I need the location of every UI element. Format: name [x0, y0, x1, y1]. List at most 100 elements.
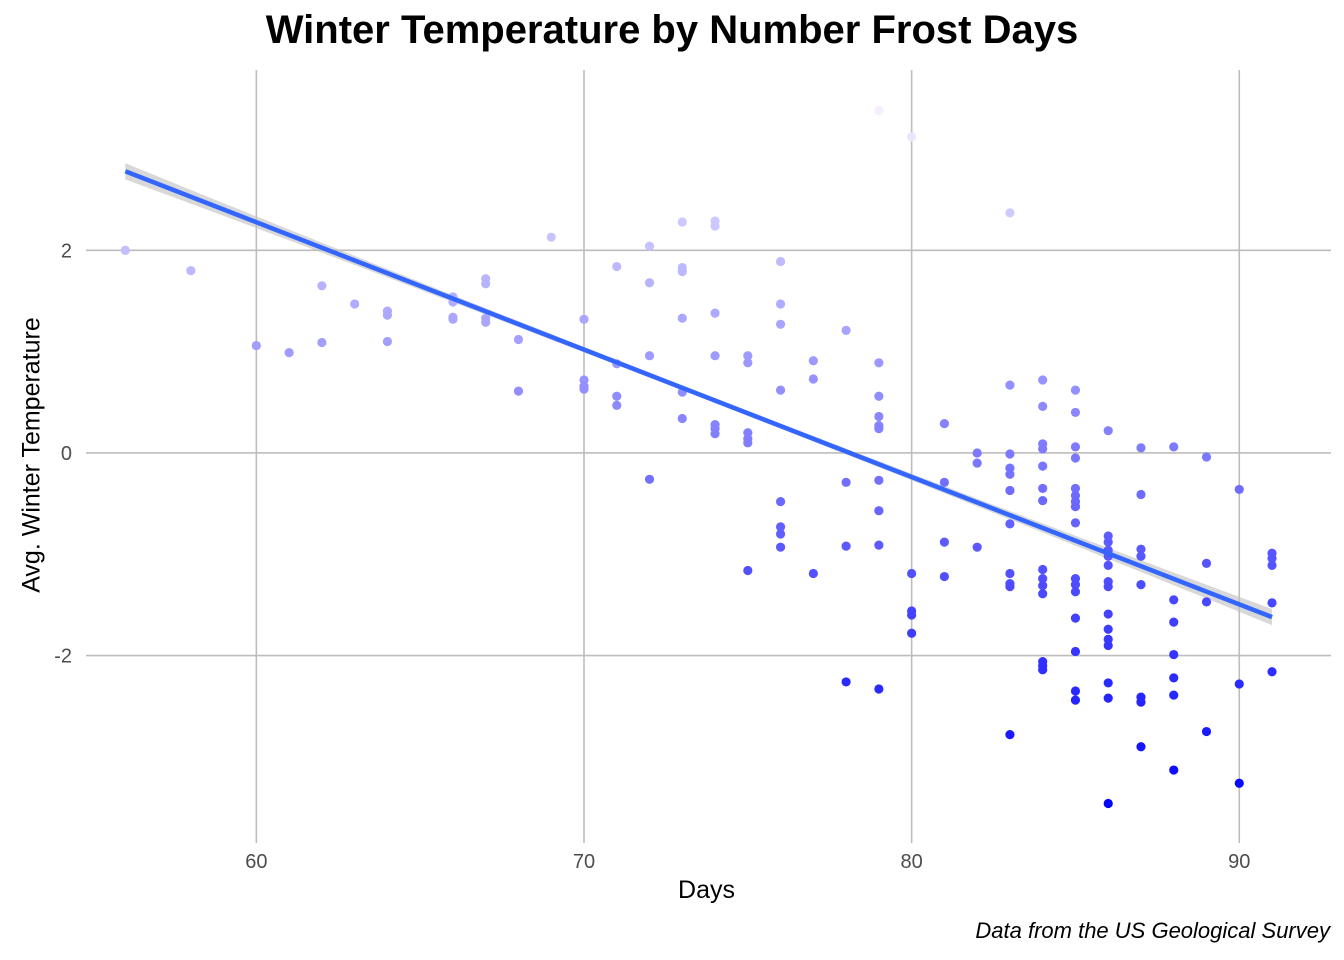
- data-point: [1103, 798, 1113, 809]
- data-point: [677, 267, 687, 277]
- data-point: [1136, 742, 1146, 752]
- data-point: [972, 448, 982, 458]
- data-point: [907, 568, 917, 579]
- data-point: [1201, 558, 1212, 568]
- data-point: [939, 477, 949, 487]
- data-point: [1201, 597, 1212, 607]
- data-point: [1005, 208, 1015, 218]
- data-point: [841, 325, 851, 335]
- data-point: [874, 506, 884, 516]
- data-point: [1070, 613, 1081, 623]
- data-point: [1038, 573, 1048, 584]
- data-point: [1070, 695, 1081, 705]
- data-point: [1038, 581, 1048, 591]
- data-point: [1070, 407, 1081, 418]
- data-point: [317, 337, 327, 348]
- data-point: [579, 314, 589, 324]
- data-point: [775, 522, 786, 532]
- data-point: [1038, 375, 1048, 385]
- data-point: [1201, 452, 1212, 462]
- data-point: [612, 391, 622, 401]
- data-point: [939, 537, 949, 547]
- data-point: [1038, 665, 1048, 675]
- data-point: [612, 261, 622, 272]
- data-point: [1070, 385, 1081, 395]
- y-tick-label: -2: [54, 646, 72, 668]
- data-point: [1005, 582, 1015, 592]
- data-point: [1201, 726, 1212, 737]
- data-point: [775, 256, 786, 267]
- data-point: [1136, 544, 1146, 554]
- data-point: [743, 358, 753, 368]
- data-point: [186, 265, 196, 276]
- chart-caption: Data from the US Geological Survey: [975, 918, 1330, 943]
- data-point: [1103, 426, 1113, 436]
- data-point: [1234, 778, 1244, 788]
- data-point: [1169, 649, 1179, 660]
- trend-line-group: [124, 169, 1273, 620]
- data-point: [808, 568, 818, 579]
- data-point: [1169, 442, 1179, 452]
- data-point: [874, 391, 884, 401]
- data-point: [874, 540, 884, 550]
- data-point: [1267, 560, 1277, 571]
- data-point: [874, 105, 884, 116]
- data-point: [1070, 580, 1081, 590]
- data-point: [841, 541, 851, 551]
- data-point: [513, 386, 524, 396]
- data-point: [1136, 580, 1146, 590]
- data-point: [1136, 443, 1146, 453]
- data-point: [120, 245, 130, 255]
- data-point: [743, 351, 753, 361]
- data-point: [874, 411, 884, 422]
- data-point: [1038, 564, 1048, 575]
- data-point: [874, 358, 884, 368]
- data-point: [1103, 560, 1113, 571]
- data-point: [1070, 587, 1081, 597]
- data-point: [1070, 442, 1081, 452]
- data-point: [710, 308, 720, 318]
- data-point: [1038, 495, 1048, 506]
- data-point: [1070, 518, 1081, 528]
- data-point: [1267, 667, 1277, 677]
- x-tick-label: 70: [573, 851, 595, 873]
- data-point: [1038, 461, 1048, 471]
- data-point: [1103, 609, 1113, 619]
- data-point: [1103, 624, 1113, 634]
- data-point: [1005, 568, 1015, 579]
- data-point: [677, 217, 687, 227]
- data-point: [874, 475, 884, 485]
- data-point: [775, 529, 786, 539]
- data-point: [481, 279, 491, 289]
- data-point: [1169, 673, 1179, 683]
- data-point: [448, 314, 458, 324]
- data-point: [939, 418, 949, 429]
- data-point: [1267, 598, 1277, 608]
- data-point: [612, 400, 622, 410]
- data-point: [579, 384, 589, 394]
- data-point: [743, 438, 753, 448]
- data-point: [1005, 449, 1015, 459]
- data-point: [874, 684, 884, 694]
- data-point: [513, 334, 524, 345]
- data-point: [677, 313, 687, 323]
- data-point: [1070, 453, 1081, 463]
- data-point: [775, 385, 786, 395]
- data-point: [1038, 483, 1048, 494]
- x-tick-label: 60: [245, 851, 267, 873]
- data-point: [382, 336, 393, 347]
- data-point: [1103, 582, 1113, 592]
- data-point: [1005, 469, 1015, 479]
- data-point: [644, 474, 655, 484]
- data-point: [644, 351, 655, 361]
- data-point: [1169, 765, 1179, 775]
- data-point: [1267, 553, 1277, 563]
- data-points: [120, 105, 1277, 809]
- y-tick-label: 2: [61, 240, 72, 262]
- data-point: [1038, 401, 1048, 411]
- data-point: [284, 348, 294, 358]
- y-tick-label: 0: [61, 443, 72, 465]
- data-point: [1169, 617, 1179, 627]
- data-point: [775, 542, 786, 552]
